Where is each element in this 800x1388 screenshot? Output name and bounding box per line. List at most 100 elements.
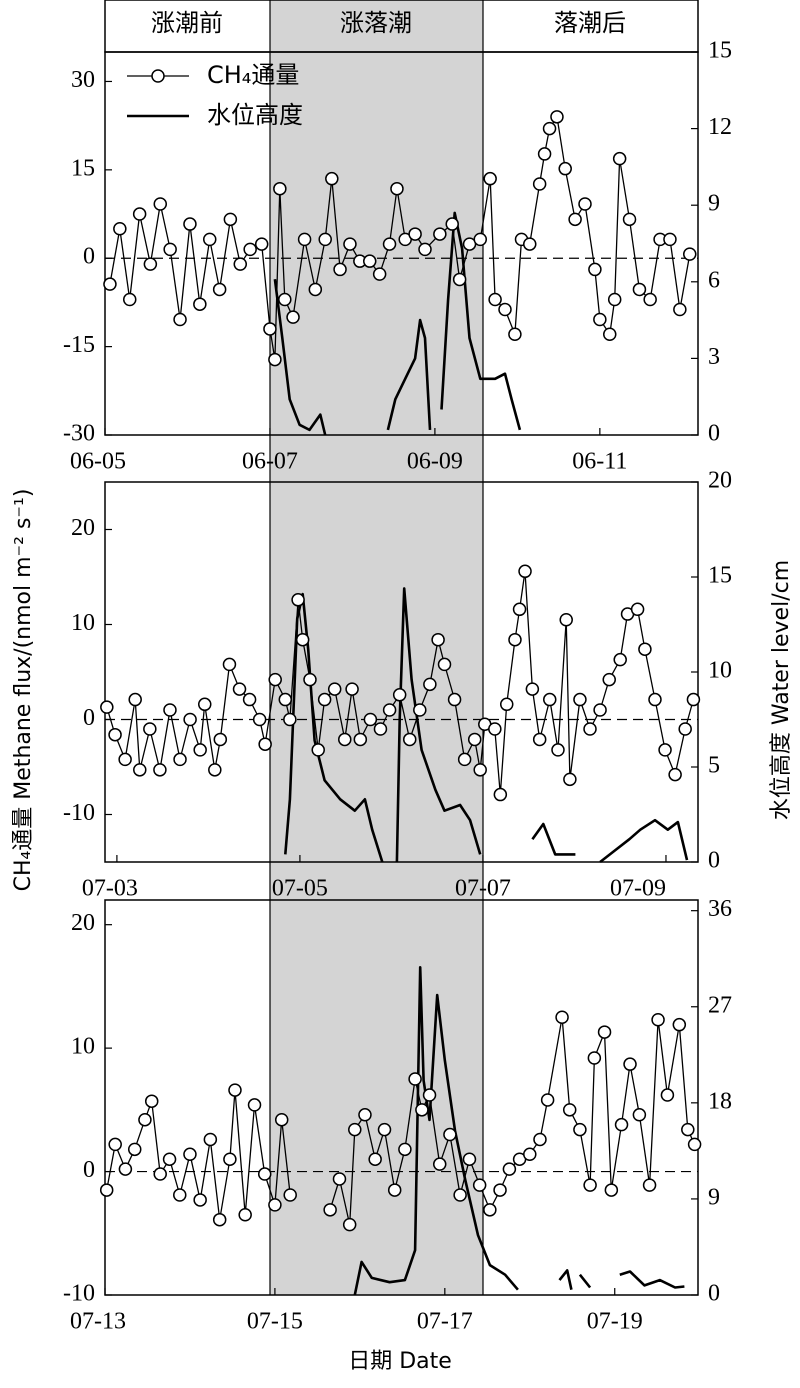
flux-point [632, 1108, 647, 1122]
flux-point [532, 177, 547, 191]
flux-point [678, 722, 692, 736]
flux-point [273, 181, 287, 196]
flux-point [563, 772, 577, 787]
flux-point [658, 743, 672, 757]
flux-point [213, 732, 228, 747]
flux-point [681, 1122, 695, 1137]
flux-point [258, 737, 272, 751]
flux-point [663, 232, 677, 247]
flux-point [558, 161, 572, 176]
flux-point [472, 1178, 487, 1192]
y2-tick-label: 3 [708, 344, 720, 370]
y-tick-label: 0 [83, 705, 95, 731]
flux-point [512, 602, 527, 617]
phase-label: 涨潮前 [151, 9, 223, 37]
flux-point [297, 232, 312, 247]
y2-tick-label: 9 [708, 1184, 720, 1210]
flux-point [286, 310, 300, 324]
y-tick-label: -10 [63, 800, 95, 826]
flux-point [144, 1094, 159, 1108]
flux-point [108, 727, 122, 742]
flux-point [228, 1083, 242, 1097]
flux-point [127, 1142, 142, 1157]
flux-point [247, 1098, 262, 1112]
flux-point [673, 302, 687, 317]
flux-point [415, 1103, 429, 1117]
flux-point [338, 732, 352, 747]
flux-point [542, 121, 557, 136]
flux-point [532, 732, 547, 747]
water-level-line [353, 966, 685, 1296]
flux-point [212, 1212, 227, 1227]
flux-point [508, 632, 522, 647]
flux-point [508, 327, 522, 341]
flux-point [623, 1057, 637, 1071]
y-tick-label: -15 [63, 332, 95, 358]
flux-point [413, 703, 427, 717]
flux-point [283, 712, 297, 727]
flux-point [291, 593, 305, 607]
x-tick-label: 06-05 [70, 449, 126, 475]
x-tick-label: 07-19 [587, 1309, 643, 1335]
flux-point [343, 237, 357, 251]
plot-frame [104, 51, 699, 436]
flux-point [308, 282, 323, 297]
flux-point [311, 743, 325, 757]
flux-point [203, 1132, 218, 1147]
flux-point [274, 1112, 289, 1127]
flux-point [99, 1183, 114, 1197]
flux-point [587, 1051, 602, 1065]
flux-point [488, 292, 502, 307]
flux-point [668, 767, 682, 782]
flux-point [613, 652, 627, 667]
flux-point [499, 697, 514, 712]
flux-point [433, 227, 447, 241]
flux-point [686, 692, 701, 707]
flux-point [543, 692, 557, 707]
flux-point [540, 1093, 555, 1107]
y2-tick-label: 36 [708, 896, 732, 922]
flux-point [387, 1183, 402, 1197]
y-tick-label: -10 [63, 1281, 95, 1307]
flux-point [498, 302, 512, 317]
flux-point [473, 763, 487, 777]
flux-point [143, 722, 157, 736]
flux-point [630, 602, 645, 617]
y-tick-label: 15 [71, 155, 95, 181]
flux-point [660, 1088, 675, 1102]
flux-point [268, 352, 282, 367]
x-axis-title: 日期 Date [348, 1349, 452, 1374]
flux-point [408, 1072, 422, 1086]
flux-point [402, 732, 417, 747]
flux-point [242, 692, 257, 707]
flux-point [588, 262, 602, 277]
flux-point [193, 297, 207, 311]
flux-point [437, 657, 452, 672]
flux-point [103, 277, 117, 291]
flux-point [432, 1157, 447, 1171]
y-tick-label: 0 [83, 244, 95, 270]
y-tick-label: 30 [71, 67, 95, 93]
flux-point [108, 1137, 122, 1152]
flux-point [295, 632, 310, 647]
flux-point [638, 642, 652, 656]
flux-point [197, 697, 212, 712]
flux-point [163, 242, 177, 257]
flux-point [132, 207, 147, 221]
x-tick-label: 07-07 [455, 876, 511, 902]
flux-point [138, 1112, 152, 1127]
flux-point [222, 657, 237, 672]
y2-tick-label: 0 [708, 848, 720, 874]
flux-point [348, 1122, 362, 1137]
flux-point [583, 1178, 597, 1192]
flux-point [452, 272, 467, 287]
flux-point [555, 1010, 569, 1025]
flux-point [607, 292, 622, 307]
flux-point [523, 1147, 537, 1162]
flux-point [263, 322, 277, 336]
flux-point [612, 151, 627, 166]
flux-point [325, 171, 339, 186]
plot-frame [104, 899, 699, 1296]
